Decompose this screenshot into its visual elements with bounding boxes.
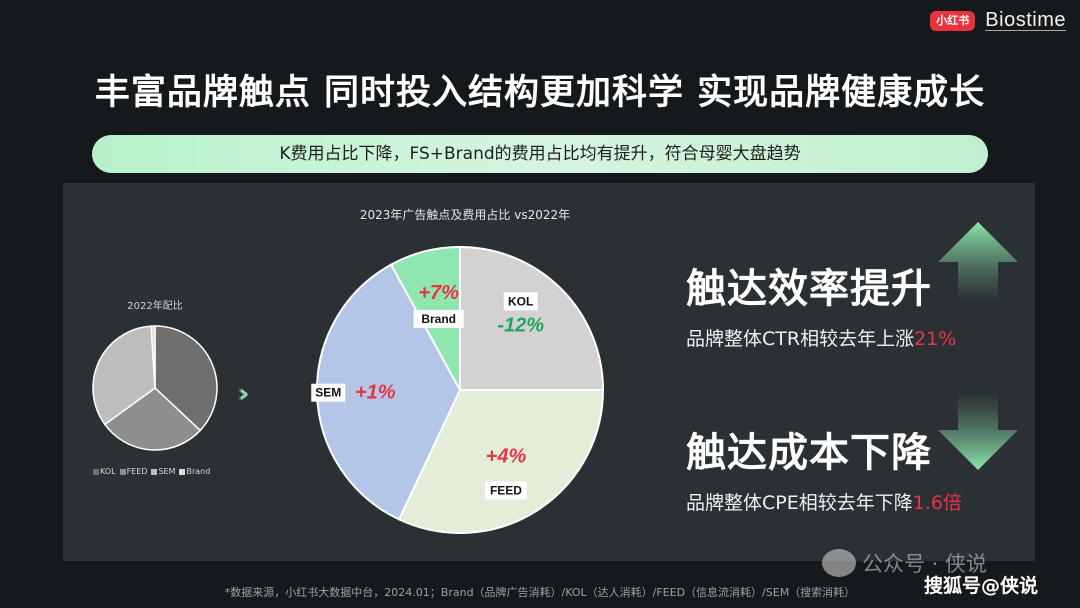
main-chart-title: 2023年广告触点及费用占比 vs2022年 [359,208,571,222]
pie-slice-feed [103,387,202,451]
change-label-brand: +7% [418,282,459,304]
change-label-feed: +4% [486,445,527,467]
legend-label: SEM [158,467,176,476]
change-label-kol: -12% [497,314,544,336]
label-box-sem [311,383,346,402]
cost-block: 触达成本下降 品牌整体CPE相较去年下降1.6倍 [686,420,962,515]
slice-label-feed: FEED [490,483,522,497]
pie-slice-kol [459,245,605,391]
ctr-value: 21% [914,328,957,350]
summary-banner: K费用占比下降，FS+Brand的费用占比均有提升，符合母婴大盘趋势 [92,135,988,173]
cpe-text: 品牌整体CPE相较去年下降 [686,492,913,514]
legend-item-sem: SEM [151,467,175,476]
small-chart-title: 2022年配比 [127,301,183,312]
legend-swatch [179,468,186,475]
label-box-kol [503,292,538,311]
slice-label-kol: KOL [508,294,533,308]
biostime-logo: Biostime [985,9,1066,31]
pie-slice-brand [150,325,156,389]
wechat-watermark: 公众号 · 侠说 [822,548,987,578]
pie-slice-sem [92,325,156,426]
wechat-text: 公众号 · 侠说 [862,552,988,576]
efficiency-block: 触达效率提升 品牌整体CTR相较去年上涨21% [686,256,956,351]
legend-item-kol: KOL [93,467,116,476]
sohu-watermark: 搜狐号@侠说 [924,575,1039,597]
pie-slice-kol [154,325,218,432]
pie-slice-feed [397,389,605,534]
legend-label: KOL [100,467,116,476]
small-chart-legend: KOL FEED SEM Brand [93,467,210,476]
legend-swatch [119,468,126,475]
ctr-description: 品牌整体CTR相较去年上涨21% [686,324,956,351]
legend-item-feed: FEED [119,467,148,476]
footnote: *数据来源，小红书大数据中台，2024.01；Brand（品牌广告消耗）/KOL… [224,586,856,599]
down-arrow-icon [938,392,1018,470]
legend-swatch [151,468,158,475]
cost-heading: 触达成本下降 [686,430,932,476]
slice-label-brand: Brand [421,312,456,326]
efficiency-heading: 触达效率提升 [686,266,932,312]
wechat-icon [822,549,856,577]
page-title: 丰富品牌触点 同时投入结构更加科学 实现品牌健康成长 [94,73,986,113]
label-box-brand [413,309,464,328]
cpe-description: 品牌整体CPE相较去年下降1.6倍 [686,488,962,515]
legend-item-brand: Brand [179,467,210,476]
slice-label-sem: SEM [315,386,341,400]
up-arrow-icon [938,222,1018,302]
logos: 小红书 Biostime [930,10,1066,31]
legend-label: Brand [186,467,211,476]
legend-label: FEED [126,467,148,476]
legend-swatch [93,468,99,475]
change-label-sem: +1% [355,382,396,404]
label-box-feed [484,481,527,500]
ctr-text: 品牌整体CTR相较去年上涨 [686,328,915,350]
cpe-value: 1.6倍 [912,492,962,514]
xiaohongshu-logo: 小红书 [930,10,976,31]
